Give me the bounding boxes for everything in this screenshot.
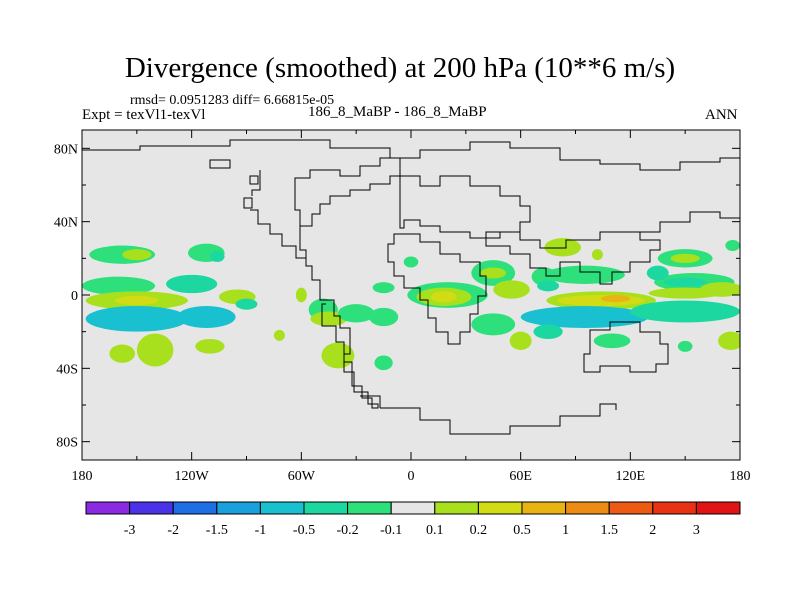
divergence-region [557,295,645,306]
colorbar-label: -1.5 [206,523,228,538]
x-tick-label: 120E [616,469,646,484]
divergence-region [537,280,560,292]
divergence-region [509,331,532,351]
divergence-region [321,342,355,369]
x-tick-label: 0 [408,469,415,484]
colorbar-swatch [129,501,174,515]
divergence-region [403,256,419,268]
colorbar-label: 2 [649,523,656,538]
y-axis: 80N 40N 0 40S 80S [54,142,740,451]
divergence-region [310,311,348,327]
divergence-region [663,277,708,287]
colorbar-swatch [85,501,131,515]
divergence-region [177,306,236,328]
divergence-region [601,295,631,303]
colorbar-swatch [565,501,610,515]
colorbar-swatch [259,501,305,515]
colorbar-swatch [477,501,523,515]
colorbar-label: -0.2 [337,523,359,538]
divergence-region [195,339,225,354]
experiment-label: Expt = texVl1-texVl [82,107,206,123]
divergence-region [166,274,218,294]
y-tick-label: 80N [54,142,78,157]
divergence-region [273,329,285,341]
divergence-region [591,249,603,261]
colorbar: -3 -2 -1.5 -1 -0.5 -0.2 -0.1 0.1 0.2 0.5 1 1.5 2 3 [85,501,741,538]
chart-title: Divergence (smoothed) at 200 hPa (10**6 … [124,52,676,84]
coastlines [82,139,740,435]
colorbar-label: -1 [255,523,267,538]
divergence-region [235,298,258,310]
divergence-region [670,253,700,263]
colorbar-swatch [434,501,479,515]
divergence-region [85,306,189,332]
divergence-region [337,304,375,323]
divergence-region [114,295,159,306]
colorbar-label: 0.1 [426,523,444,538]
divergence-region [431,291,457,303]
x-tick-label: 180 [730,469,751,484]
colorbar-swatch [652,501,697,515]
colorbar-label: -0.1 [380,523,402,538]
divergence-region [677,340,693,352]
colorbar-swatch [608,501,654,515]
divergence-region [725,240,740,251]
period-label: ANN [705,107,738,123]
colorbar-swatch [390,501,436,515]
divergence-region [374,355,393,371]
runs-label: 186_8_MaBP - 186_8_MaBP [308,104,487,120]
divergence-region [544,265,625,285]
colorbar-label: 1 [562,523,569,538]
divergence-region [372,282,395,294]
divergence-region [544,238,581,257]
divergence-region [646,265,669,281]
divergence-region [593,333,631,349]
x-tick-label: 180 [72,469,93,484]
divergence-region [493,280,530,299]
x-tick-label: 60E [509,469,532,484]
colorbar-swatch [695,501,741,515]
x-tick-label: 60W [288,469,316,484]
divergence-region [520,306,649,328]
colorbar-label: -0.5 [293,523,315,538]
colorbar-label: -2 [167,523,179,538]
divergence-region [718,331,740,350]
colorbar-swatch [216,501,261,515]
divergence-region [480,267,507,279]
divergence-region [648,287,722,299]
divergence-region [471,313,516,336]
colorbar-label: 0.5 [513,523,531,538]
divergence-region [82,276,156,296]
stats-text: rmsd= 0.0951283 diff= 6.66815e-05 [130,93,335,108]
divergence-region [122,249,152,261]
divergence-region [136,333,174,367]
x-axis: 180 120W 60W 0 60E 120E 180 [72,130,751,484]
x-tick-label: 120W [175,469,210,484]
colorbar-swatch [521,501,567,515]
y-tick-label: 40S [56,362,78,377]
y-tick-label: 0 [71,289,78,304]
divergence-regions [82,238,740,371]
divergence-region [209,251,225,262]
divergence-region [630,300,740,323]
y-tick-label: 80S [56,436,78,451]
colorbar-label: -3 [124,523,136,538]
divergence-region [533,324,563,339]
colorbar-swatch [347,501,392,515]
colorbar-label: 3 [693,523,700,538]
divergence-region [368,307,399,327]
colorbar-swatch [172,501,218,515]
colorbar-label: 0.2 [470,523,488,538]
divergence-region [295,287,307,303]
y-tick-label: 40N [54,216,78,231]
colorbar-label: 1.5 [600,523,618,538]
divergence-region [109,344,136,363]
colorbar-swatch [303,501,349,515]
